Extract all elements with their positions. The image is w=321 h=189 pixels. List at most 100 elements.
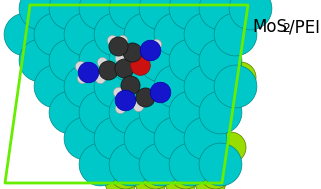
Point xyxy=(38,58,43,61)
Point xyxy=(98,6,103,9)
Point xyxy=(102,102,108,105)
Point xyxy=(222,50,228,53)
Point xyxy=(238,76,243,79)
Point xyxy=(147,180,152,183)
Point xyxy=(228,145,233,148)
Point xyxy=(79,77,84,80)
Point xyxy=(117,106,123,109)
Point xyxy=(122,171,127,174)
Point xyxy=(108,145,113,148)
Point xyxy=(197,145,203,148)
Point xyxy=(127,58,133,61)
Point xyxy=(157,6,162,9)
Point xyxy=(122,67,127,70)
Point xyxy=(82,33,88,36)
Point xyxy=(187,6,193,9)
Point xyxy=(157,163,162,166)
Point xyxy=(137,93,143,96)
Point xyxy=(152,15,158,18)
Point xyxy=(133,154,138,157)
Point xyxy=(121,67,126,70)
Point xyxy=(117,180,123,183)
Point xyxy=(38,6,43,9)
Point xyxy=(147,49,152,52)
Point xyxy=(143,84,148,88)
Point xyxy=(73,102,78,105)
Point xyxy=(228,41,233,44)
Point xyxy=(182,119,187,122)
Point xyxy=(152,119,158,122)
Point xyxy=(122,119,127,122)
Point xyxy=(62,67,67,70)
Point xyxy=(108,93,113,96)
Point xyxy=(162,50,168,53)
Point xyxy=(116,44,121,47)
Point xyxy=(135,105,141,108)
Point xyxy=(109,39,115,42)
Point xyxy=(217,58,222,61)
Point xyxy=(98,77,103,80)
Point xyxy=(168,93,173,96)
Point xyxy=(112,33,117,36)
Point xyxy=(217,163,222,166)
Point xyxy=(168,41,173,44)
Point xyxy=(112,84,117,88)
Point xyxy=(67,111,73,114)
Point xyxy=(178,76,183,79)
Point xyxy=(228,93,233,96)
Point xyxy=(152,67,158,70)
Point xyxy=(232,33,238,36)
Point xyxy=(62,15,67,18)
Point xyxy=(92,15,98,18)
Point xyxy=(116,91,121,94)
Point xyxy=(178,180,183,183)
Point xyxy=(102,154,108,157)
Point xyxy=(127,163,133,166)
Point xyxy=(77,64,82,67)
Point xyxy=(157,111,162,114)
Point xyxy=(172,84,178,88)
Point xyxy=(162,102,168,105)
Point xyxy=(73,50,78,53)
Point xyxy=(242,15,247,18)
Point xyxy=(82,84,88,88)
Point xyxy=(187,111,193,114)
Point xyxy=(98,111,103,114)
Point xyxy=(57,76,63,79)
Point xyxy=(129,50,134,53)
Point xyxy=(178,128,183,131)
Point xyxy=(157,58,162,61)
Point xyxy=(117,57,123,60)
Point xyxy=(162,154,168,157)
Point xyxy=(127,6,133,9)
Point xyxy=(207,180,213,183)
Point xyxy=(172,136,178,139)
Point xyxy=(108,41,113,44)
Point xyxy=(178,24,183,27)
Point xyxy=(207,76,213,79)
Point xyxy=(187,163,193,166)
Point xyxy=(42,50,48,53)
Point xyxy=(117,128,123,131)
Point xyxy=(137,145,143,148)
Point xyxy=(192,50,197,53)
Point xyxy=(213,171,218,174)
Point xyxy=(127,111,133,114)
Point xyxy=(77,93,82,96)
Text: 2: 2 xyxy=(282,22,290,35)
Point xyxy=(203,136,208,139)
Point xyxy=(100,60,105,64)
Point xyxy=(92,119,98,122)
Point xyxy=(187,58,193,61)
Point xyxy=(122,15,127,18)
Point xyxy=(182,67,187,70)
Point xyxy=(102,50,108,53)
Point xyxy=(147,24,152,27)
Point xyxy=(143,33,148,36)
Point xyxy=(172,33,178,36)
Point xyxy=(98,58,103,61)
Point xyxy=(133,102,138,105)
Point xyxy=(137,64,143,67)
Point xyxy=(222,102,228,105)
Point xyxy=(52,84,57,88)
